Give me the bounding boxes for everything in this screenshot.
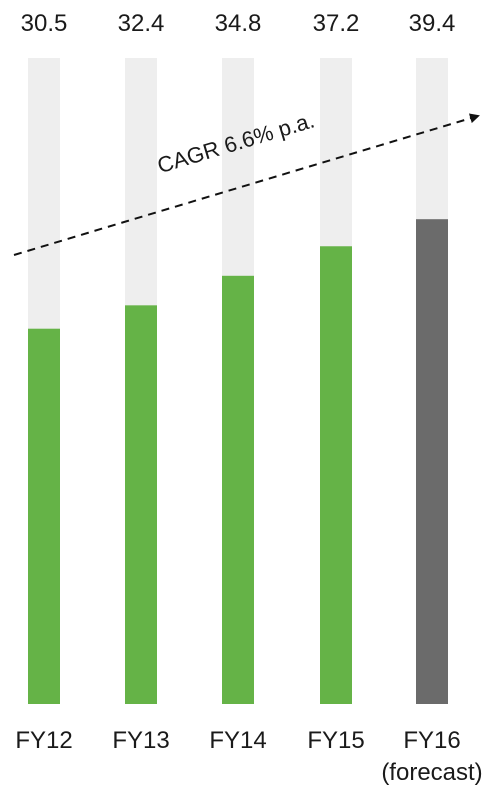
category-labels: FY12 FY13 FY14 FY15 FY16 (forecast) — [15, 727, 482, 786]
value-label-fy12: 30.5 — [21, 10, 68, 37]
value-label-fy16: 39.4 — [409, 10, 456, 37]
bars — [28, 219, 448, 704]
category-label-fy15: FY15 — [307, 727, 364, 754]
value-label-fy15: 37.2 — [313, 10, 360, 37]
category-label-fy16: FY16 — [403, 727, 460, 754]
bar-fy13 — [125, 305, 157, 704]
bar-fy16 — [416, 219, 448, 704]
value-label-fy14: 34.8 — [215, 10, 262, 37]
bar-fy14 — [222, 275, 254, 704]
category-label-fy13: FY13 — [112, 727, 169, 754]
category-label-fy14: FY14 — [209, 727, 266, 754]
value-label-fy13: 32.4 — [118, 10, 165, 37]
category-sublabel-fy16: (forecast) — [381, 759, 482, 786]
bar-fy15 — [320, 246, 352, 704]
category-label-fy12: FY12 — [15, 727, 72, 754]
bar-fy12 — [28, 328, 60, 704]
cagr-trend-arrow — [13, 113, 480, 256]
value-labels: 30.5 32.4 34.8 37.2 39.4 — [21, 10, 456, 37]
